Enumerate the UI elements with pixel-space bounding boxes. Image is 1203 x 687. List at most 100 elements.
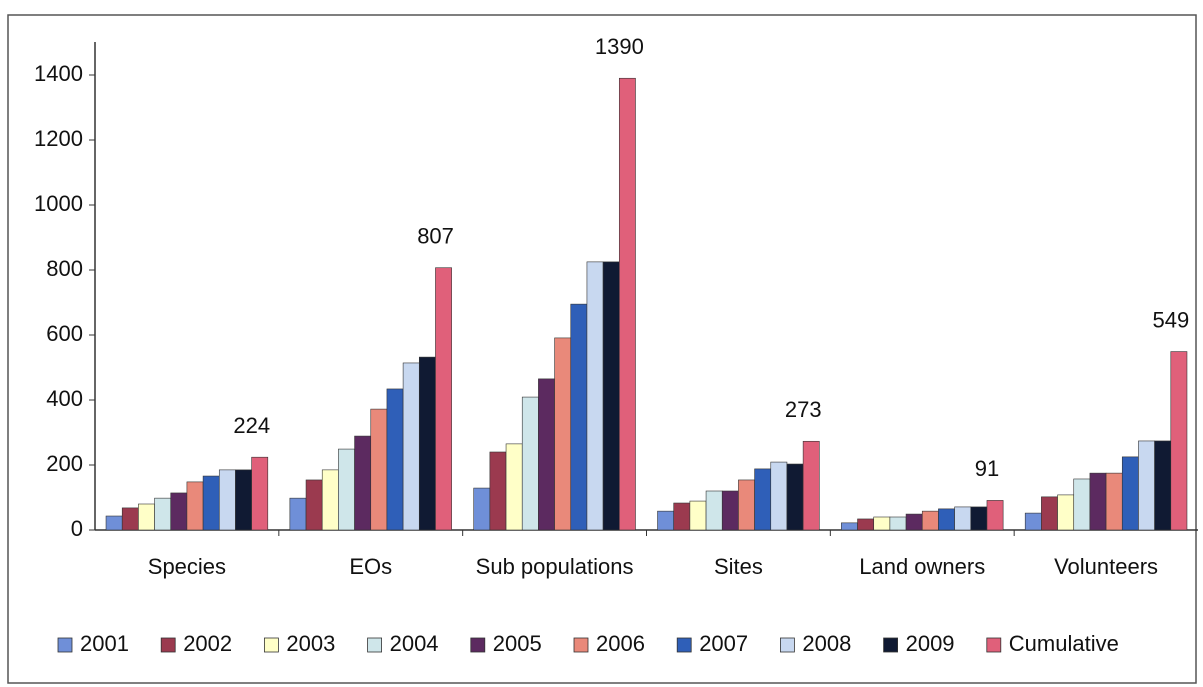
data-label: 273	[785, 397, 822, 422]
y-tick-label: 0	[71, 516, 83, 541]
bar	[235, 469, 252, 531]
y-tick-label: 200	[46, 451, 83, 476]
legend-label: 2007	[699, 631, 748, 656]
bar	[770, 461, 788, 531]
bar	[873, 516, 891, 531]
bar	[786, 463, 804, 531]
data-label: 807	[417, 224, 454, 249]
x-tick-label: Volunteers	[1054, 554, 1158, 579]
x-tick-label: Sites	[714, 554, 763, 579]
legend-label: 2002	[183, 631, 232, 656]
legend-swatch	[367, 637, 383, 653]
bar	[289, 497, 307, 531]
bar	[251, 456, 269, 531]
bar	[1073, 478, 1091, 531]
x-tick-label: Land owners	[859, 554, 985, 579]
legend-label: 2001	[80, 631, 129, 656]
bar	[1138, 440, 1155, 531]
bar	[554, 337, 572, 531]
bar	[338, 448, 355, 531]
bar	[473, 487, 491, 531]
bar	[435, 267, 452, 531]
bar	[857, 518, 875, 531]
bar	[618, 77, 636, 531]
bar	[954, 506, 972, 531]
legend-swatch	[57, 637, 73, 653]
legend-swatch	[470, 637, 486, 653]
bar	[570, 303, 588, 531]
data-label: 224	[233, 413, 270, 438]
bar	[657, 510, 675, 531]
legend-label: 2009	[906, 631, 955, 656]
bar	[705, 490, 723, 531]
bar	[1024, 512, 1042, 531]
bar	[689, 500, 707, 531]
y-tick-label: 1400	[34, 61, 83, 86]
legend-label: 2008	[802, 631, 851, 656]
legend-swatch	[780, 637, 795, 653]
y-tick-label: 1000	[34, 191, 83, 216]
bar	[602, 261, 620, 531]
bar	[521, 396, 539, 531]
y-tick-label: 800	[46, 256, 83, 281]
bar	[1041, 496, 1058, 531]
bar	[1105, 472, 1123, 531]
bar	[218, 469, 236, 531]
bar	[1121, 456, 1139, 531]
bar	[121, 507, 139, 531]
legend-label: Cumulative	[1009, 631, 1119, 656]
bar	[418, 356, 436, 531]
bar	[105, 515, 123, 531]
x-tick-label: Sub populations	[476, 554, 634, 579]
x-tick-label: EOs	[349, 554, 392, 579]
legend-swatch	[263, 637, 279, 653]
bar	[370, 408, 388, 531]
data-label: 91	[975, 456, 999, 481]
legend-label: 2003	[286, 631, 335, 656]
legend-swatch	[676, 637, 692, 653]
data-label: 1390	[595, 34, 644, 59]
bar	[721, 490, 739, 531]
bar	[305, 479, 323, 531]
x-tick-label: Species	[148, 554, 226, 579]
bar	[986, 500, 1004, 531]
bar	[921, 510, 939, 531]
bar	[354, 435, 372, 531]
legend-label: 2005	[493, 631, 542, 656]
legend-label: 2006	[596, 631, 645, 656]
bar	[489, 451, 507, 531]
bar	[202, 475, 220, 531]
data-label: 549	[1153, 307, 1190, 332]
bar	[321, 469, 339, 531]
bar	[889, 516, 907, 531]
bar	[905, 513, 923, 531]
bar	[673, 502, 691, 531]
bar	[1170, 351, 1188, 531]
legend-swatch	[160, 637, 176, 653]
bar	[738, 479, 755, 531]
bar	[802, 440, 820, 531]
y-tick-label: 1200	[34, 126, 83, 151]
legend-swatch	[573, 637, 589, 653]
bar	[170, 492, 188, 531]
bar	[186, 481, 204, 531]
bar	[538, 378, 555, 531]
bar	[938, 508, 955, 531]
bar	[1154, 440, 1172, 531]
y-tick-label: 400	[46, 386, 83, 411]
bar	[970, 506, 988, 531]
bar	[505, 443, 523, 531]
y-tick-label: 600	[46, 321, 83, 346]
bar	[386, 388, 404, 531]
bar	[754, 468, 772, 531]
bar	[1089, 472, 1107, 531]
bar	[138, 503, 155, 531]
legend-label: 2004	[390, 631, 439, 656]
legend-swatch	[986, 637, 1002, 653]
bar	[1057, 494, 1075, 531]
legend-swatch	[883, 637, 898, 653]
bar	[586, 261, 604, 531]
bar	[402, 362, 420, 531]
bar	[841, 522, 858, 531]
